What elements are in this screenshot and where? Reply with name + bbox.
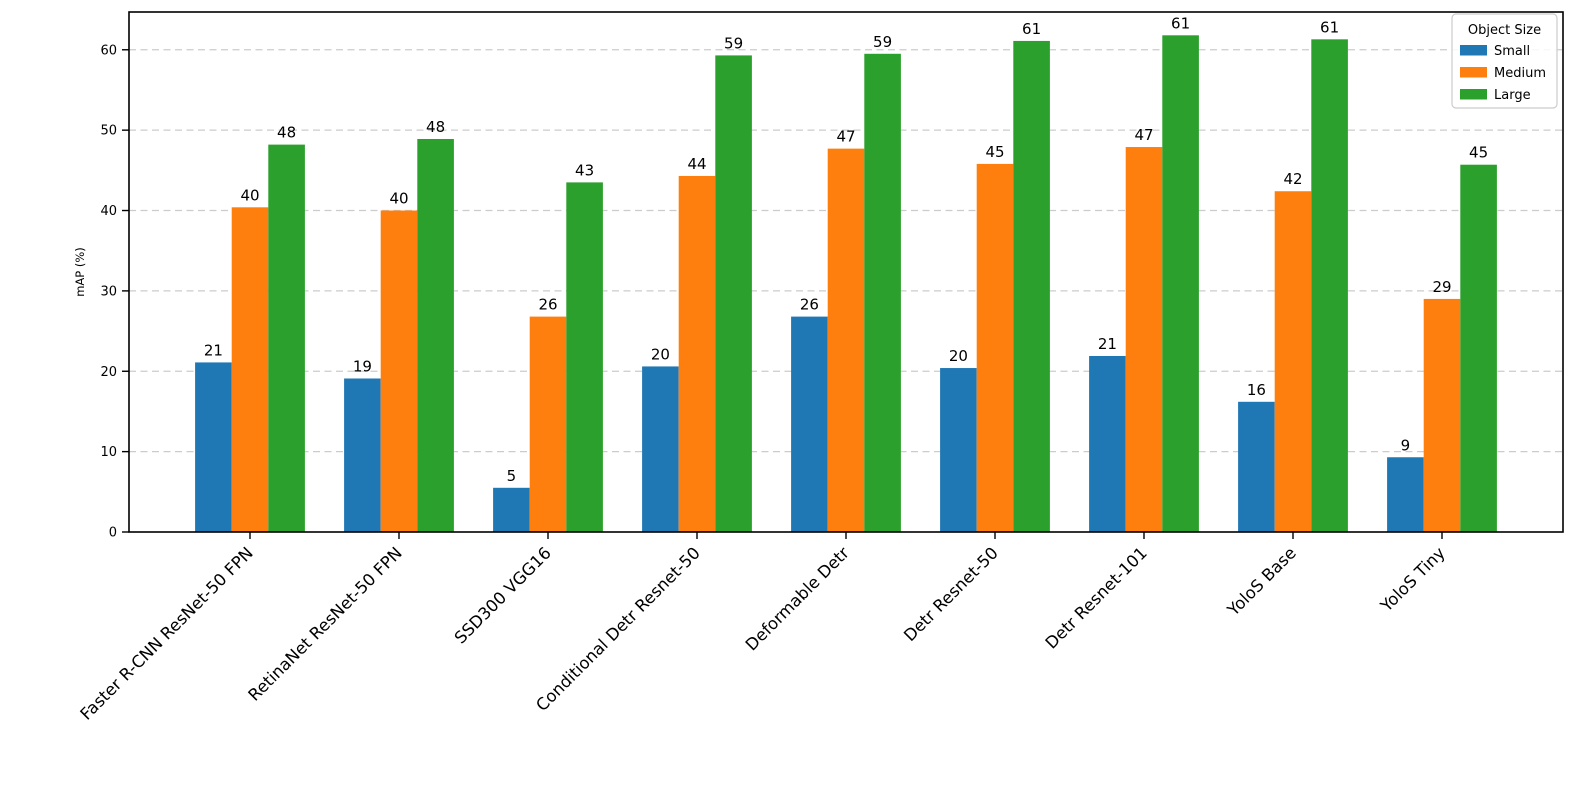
bar-small-6	[1089, 355, 1126, 532]
y-tick-label-0: 0	[109, 526, 117, 541]
bar-large-5	[1013, 40, 1050, 533]
y-tick-label-40: 40	[100, 204, 117, 219]
bar-medium-1	[380, 210, 418, 532]
bar-value-label-small-3: 20	[651, 345, 670, 363]
bar-value-label-medium-1: 40	[389, 190, 408, 208]
bar-value-label-small-7: 16	[1247, 381, 1266, 399]
bar-small-7	[1238, 401, 1275, 532]
bar-value-label-medium-8: 29	[1432, 278, 1451, 296]
bar-value-label-small-5: 20	[949, 347, 968, 365]
bar-medium-7	[1274, 191, 1312, 532]
bar-small-2	[493, 487, 530, 532]
bar-large-6	[1162, 35, 1199, 532]
legend-label-small: Small	[1494, 44, 1530, 59]
bar-value-label-medium-2: 26	[538, 296, 557, 314]
bar-value-label-large-4: 59	[873, 33, 892, 51]
y-tick-label-30: 30	[100, 284, 117, 299]
bar-small-1	[344, 378, 381, 532]
bar-value-label-medium-7: 42	[1283, 170, 1302, 188]
bar-medium-6	[1125, 147, 1163, 532]
bar-value-label-small-1: 19	[353, 357, 372, 375]
legend-label-large: Large	[1494, 88, 1531, 103]
bar-value-label-large-0: 48	[277, 124, 296, 142]
y-tick-label-20: 20	[100, 365, 117, 380]
bar-value-label-large-3: 59	[724, 34, 743, 52]
bar-large-0	[268, 144, 305, 532]
bar-small-3	[642, 366, 679, 532]
bar-large-8	[1460, 164, 1497, 533]
bar-large-1	[417, 138, 454, 532]
bar-medium-2	[529, 316, 567, 532]
bar-medium-0	[231, 207, 269, 532]
bar-medium-8	[1423, 298, 1461, 532]
bar-value-label-large-6: 61	[1171, 14, 1190, 32]
legend-title: Object Size	[1468, 23, 1541, 38]
bar-large-2	[566, 182, 603, 532]
legend-swatch-medium	[1460, 67, 1487, 78]
legend-box	[1451, 13, 1558, 109]
bar-small-4	[791, 316, 828, 532]
y-tick-label-60: 60	[100, 43, 117, 58]
y-axis-label: mAP (%)	[73, 247, 87, 297]
y-tick-label-10: 10	[100, 445, 117, 460]
bar-small-8	[1387, 457, 1424, 532]
bar-value-label-medium-3: 44	[687, 155, 706, 173]
bar-value-label-large-7: 61	[1320, 18, 1339, 36]
bar-value-label-large-1: 48	[426, 118, 445, 136]
bar-value-label-large-8: 45	[1469, 144, 1488, 162]
bar-small-5	[940, 368, 977, 532]
bar-value-label-large-2: 43	[575, 161, 594, 179]
bar-value-label-medium-4: 47	[836, 128, 855, 146]
bar-medium-5	[976, 163, 1014, 533]
bar-small-0	[195, 362, 232, 532]
y-tick-label-50: 50	[100, 124, 117, 139]
bar-value-label-large-5: 61	[1022, 20, 1041, 38]
bar-large-4	[864, 53, 901, 533]
bar-value-label-small-8: 9	[1401, 436, 1411, 454]
bar-medium-4	[827, 148, 865, 532]
bar-value-label-medium-0: 40	[240, 186, 259, 204]
bar-value-label-small-0: 21	[204, 341, 223, 359]
bar-value-label-small-4: 26	[800, 296, 819, 314]
bar-value-label-small-6: 21	[1098, 335, 1117, 353]
legend-swatch-small	[1460, 45, 1487, 56]
bar-large-7	[1311, 39, 1348, 533]
bar-medium-3	[678, 175, 716, 532]
bar-large-3	[715, 55, 752, 533]
bar-value-label-small-2: 5	[507, 467, 517, 485]
bar-value-label-medium-6: 47	[1134, 126, 1153, 144]
legend-swatch-large	[1460, 89, 1487, 100]
bar-value-label-medium-5: 45	[985, 143, 1004, 161]
legend-label-medium: Medium	[1494, 66, 1546, 81]
